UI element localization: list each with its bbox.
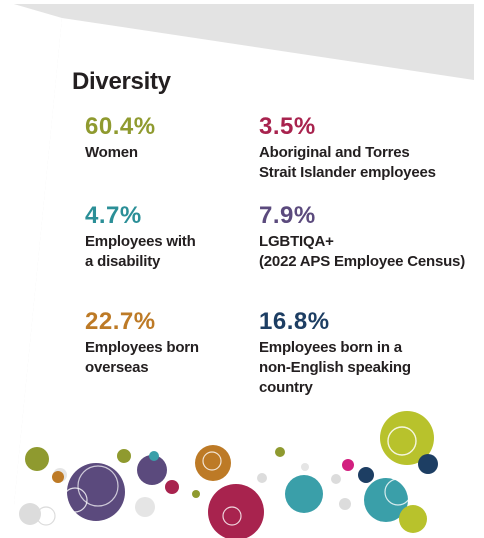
bubble: [364, 478, 408, 522]
bubble: [208, 484, 264, 538]
bubble: [137, 455, 167, 485]
bubble-ring: [202, 451, 222, 471]
stat-label-line: overseas: [85, 359, 149, 376]
stat-value: 7.9%: [259, 202, 316, 229]
bubble: [285, 475, 323, 513]
stat-label: Aboriginal and Torres Strait Islander em…: [259, 143, 469, 183]
bubble-ring: [222, 506, 242, 526]
bubble: [275, 447, 285, 457]
stat-born-overseas: 22.7% Employees born overseas: [85, 308, 295, 378]
stat-value: 4.7%: [85, 202, 142, 229]
bubble: [52, 471, 64, 483]
stat-label-line: Strait Islander employees: [259, 164, 436, 181]
bubble: [135, 497, 155, 517]
stat-disability: 4.7% Employees with a disability: [85, 202, 295, 272]
white-card: [14, 18, 474, 530]
stat-aboriginal-torres-strait: 3.5% Aboriginal and Torres Strait Island…: [259, 113, 469, 183]
bubble: [418, 454, 438, 474]
bubble-ring: [36, 506, 56, 526]
stat-label: Employees born in a non-English speaking…: [259, 338, 469, 398]
stat-lgbtiqa: 7.9% LGBTIQA+ (2022 APS Employee Census): [259, 202, 469, 272]
bubble: [117, 449, 131, 463]
bubble: [165, 480, 179, 494]
bubble: [25, 447, 49, 471]
page-title: Diversity: [72, 68, 171, 95]
stat-label-line: (2022 APS Employee Census): [259, 253, 465, 270]
stat-label-line: LGBTIQA+: [259, 233, 334, 250]
bubble: [192, 490, 200, 498]
stat-women: 60.4% Women: [85, 113, 295, 163]
bubble: [67, 463, 125, 521]
stat-value: 3.5%: [259, 113, 316, 140]
stat-non-english-speaking: 16.8% Employees born in a non-English sp…: [259, 308, 469, 398]
top-margin: [0, 0, 484, 4]
stat-label: LGBTIQA+ (2022 APS Employee Census): [259, 232, 469, 272]
bubble-ring: [77, 465, 119, 507]
stat-label-line: Aboriginal and Torres: [259, 144, 410, 161]
bubble: [149, 451, 159, 461]
bubble: [257, 473, 267, 483]
stat-label-line: a disability: [85, 253, 161, 270]
stat-value: 60.4%: [85, 113, 156, 140]
bubble: [342, 459, 354, 471]
bubble: [301, 463, 309, 471]
bubble: [339, 498, 351, 510]
stat-label: Employees with a disability: [85, 232, 295, 272]
stat-label-line: non-English speaking: [259, 359, 411, 376]
left-margin: [0, 0, 62, 538]
stat-label-line: Employees born in a: [259, 339, 402, 356]
stat-label-line: Employees born: [85, 339, 199, 356]
bubble-ring: [62, 487, 88, 513]
stat-label-line: Employees with: [85, 233, 196, 250]
bubble: [195, 445, 231, 481]
bubble-ring: [384, 478, 412, 506]
bubble-cluster: [19, 411, 438, 538]
stat-label-line: Women: [85, 144, 138, 161]
right-margin: [474, 0, 484, 538]
bubble: [19, 503, 41, 525]
stat-value: 16.8%: [259, 308, 330, 335]
bubble: [399, 505, 427, 533]
stat-label-line: country: [259, 379, 313, 396]
stat-label: Women: [85, 143, 295, 163]
stat-value: 22.7%: [85, 308, 156, 335]
bubble: [331, 474, 341, 484]
bubble-ring: [387, 426, 417, 456]
stat-label: Employees born overseas: [85, 338, 295, 378]
bubble: [358, 467, 374, 483]
